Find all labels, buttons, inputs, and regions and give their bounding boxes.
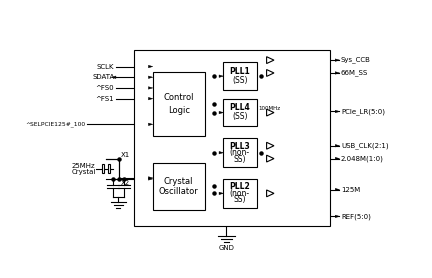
Text: X2: X2 (121, 180, 130, 186)
Polygon shape (111, 76, 116, 78)
Text: Crystal: Crystal (71, 169, 95, 175)
Text: (non-: (non- (230, 148, 250, 157)
Polygon shape (267, 190, 274, 197)
Bar (223, 62, 257, 90)
Bar (153, 72, 205, 136)
Bar (102, 164, 104, 173)
Text: PCIe_LR(5:0): PCIe_LR(5:0) (341, 108, 385, 115)
Polygon shape (335, 215, 340, 218)
Text: SS): SS) (234, 195, 246, 204)
Polygon shape (267, 70, 274, 76)
Text: X1: X1 (121, 152, 130, 158)
Bar (108, 164, 110, 173)
Polygon shape (219, 192, 223, 195)
Polygon shape (335, 145, 340, 147)
Polygon shape (149, 76, 153, 78)
Text: 125M: 125M (341, 187, 360, 193)
Bar (153, 163, 205, 210)
Text: PLL3: PLL3 (229, 142, 250, 151)
Text: USB_CLK(2:1): USB_CLK(2:1) (341, 142, 388, 149)
Text: (SS): (SS) (232, 76, 248, 85)
Text: Crystal: Crystal (164, 177, 194, 185)
Polygon shape (149, 65, 153, 68)
Polygon shape (267, 109, 274, 116)
Polygon shape (149, 87, 153, 89)
Text: GND: GND (219, 245, 234, 251)
Text: 25MHz: 25MHz (72, 163, 95, 168)
Bar (223, 99, 257, 126)
Bar (223, 138, 257, 167)
Text: ^FS1: ^FS1 (95, 96, 114, 102)
Polygon shape (149, 123, 153, 126)
Polygon shape (267, 142, 274, 149)
Text: ^FS0: ^FS0 (95, 85, 114, 91)
Polygon shape (149, 97, 153, 100)
Text: (non-: (non- (230, 189, 250, 198)
Text: 2.048M(1:0): 2.048M(1:0) (341, 155, 384, 162)
Text: Sys_CCB: Sys_CCB (341, 57, 371, 63)
Text: SS): SS) (234, 155, 246, 164)
Polygon shape (335, 59, 340, 61)
Polygon shape (219, 152, 223, 154)
Polygon shape (267, 57, 274, 64)
Text: REF(5:0): REF(5:0) (341, 213, 371, 220)
Polygon shape (219, 111, 223, 114)
Polygon shape (149, 177, 153, 179)
Polygon shape (335, 188, 340, 191)
Text: (SS): (SS) (232, 112, 248, 121)
Text: SCLK: SCLK (97, 64, 114, 70)
Polygon shape (149, 178, 153, 180)
Bar (134, 51, 330, 226)
Polygon shape (219, 75, 223, 78)
Text: ^SELPCIE125#_100: ^SELPCIE125#_100 (25, 121, 86, 127)
Polygon shape (267, 155, 274, 162)
Polygon shape (335, 110, 340, 113)
Text: 66M_SS: 66M_SS (341, 70, 368, 76)
Polygon shape (335, 72, 340, 74)
Text: PLL1: PLL1 (229, 67, 250, 76)
Bar (223, 179, 257, 208)
Text: PLL2: PLL2 (229, 182, 250, 192)
Text: Control: Control (163, 93, 194, 102)
Text: 100MHz: 100MHz (258, 106, 280, 111)
Text: SDATA: SDATA (92, 74, 114, 80)
Text: Oscillator: Oscillator (159, 187, 199, 196)
Text: Logic: Logic (168, 106, 190, 115)
Polygon shape (335, 157, 340, 160)
Text: PLL4: PLL4 (229, 103, 250, 112)
